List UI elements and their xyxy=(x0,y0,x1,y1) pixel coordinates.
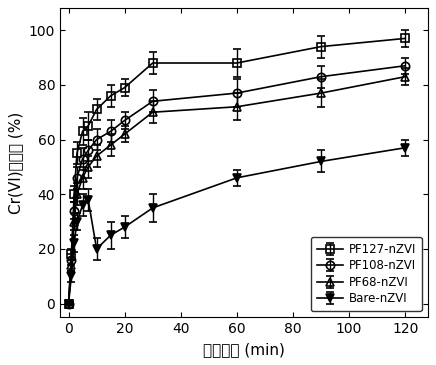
Legend: PF127-nZVI, PF108-nZVI, PF68-nZVI, Bare-nZVI: PF127-nZVI, PF108-nZVI, PF68-nZVI, Bare-… xyxy=(311,237,422,311)
X-axis label: 反应时间 (min): 反应时间 (min) xyxy=(203,342,285,357)
Y-axis label: Cr(VI)去除率 (%): Cr(VI)去除率 (%) xyxy=(8,112,24,214)
